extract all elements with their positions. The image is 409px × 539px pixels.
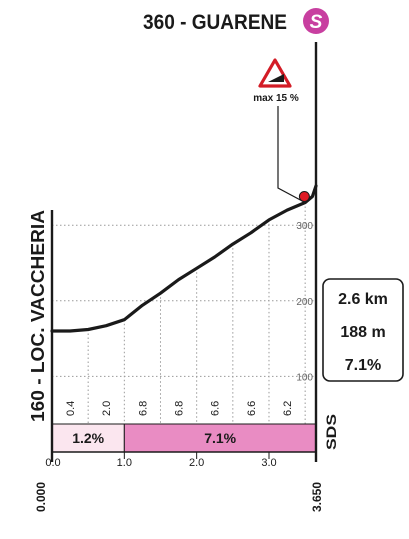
x-tick-3.0: 3.0	[261, 457, 276, 469]
stats-box: 2.6 km 188 m 7.1%	[322, 278, 404, 382]
gradient-segment-label-0: 1.2%	[72, 430, 104, 446]
stat-climb: 188 m	[340, 324, 385, 341]
max-gradient-label: max 15 %	[253, 93, 299, 104]
max-gradient-warning: max 15 %	[253, 58, 307, 204]
gradient-value-4: 6.6	[210, 401, 222, 416]
summit-marker	[298, 190, 310, 202]
gradient-value-2: 6.8	[137, 401, 149, 416]
gradient-segment-label-1: 7.1%	[204, 430, 236, 446]
sds-label: SDS	[323, 414, 339, 450]
x-tick-2.0: 2.0	[189, 457, 204, 469]
y-tick-200: 200	[296, 297, 313, 308]
gradient-value-3: 6.8	[174, 401, 186, 416]
grid-lines	[52, 202, 316, 424]
x-tick-0.0: 0.0	[45, 457, 60, 469]
stat-length: 2.6 km	[338, 291, 388, 308]
end-km-label: 3.650	[310, 482, 324, 512]
axes	[50, 42, 318, 462]
profile-line	[50, 184, 318, 333]
warning-triangle-icon	[258, 58, 292, 88]
x-tick-1.0: 1.0	[117, 457, 132, 469]
start-km-label: 0.000	[34, 482, 48, 512]
start-label: 160 - LOC. VACCHERIA	[28, 210, 48, 422]
gradient-value-0: 0.4	[65, 401, 77, 416]
sprint-badge: S	[303, 8, 329, 34]
stat-avg-gradient: 7.1%	[345, 357, 381, 374]
slope-icon	[268, 74, 284, 82]
gradient-value-5: 6.6	[246, 401, 258, 416]
y-tick-300: 300	[296, 221, 313, 232]
gradient-segment-0	[51, 423, 125, 453]
max-gradient-pointer	[277, 106, 307, 204]
y-tick-100: 100	[296, 372, 313, 383]
gradient-value-1: 2.0	[101, 401, 113, 416]
sprint-badge-icon: S	[310, 12, 323, 33]
finish-title: 360 - GUARENE	[143, 11, 287, 34]
gradient-values: 0.4 2.0 6.8 6.8 6.6 6.6 6.2	[65, 401, 294, 416]
gradient-bar: 1.2% 7.1%	[51, 423, 317, 453]
tick-labels: 100 200 300 0.0 1.0 2.0 3.0	[45, 221, 313, 469]
gradient-value-6: 6.2	[282, 401, 294, 416]
